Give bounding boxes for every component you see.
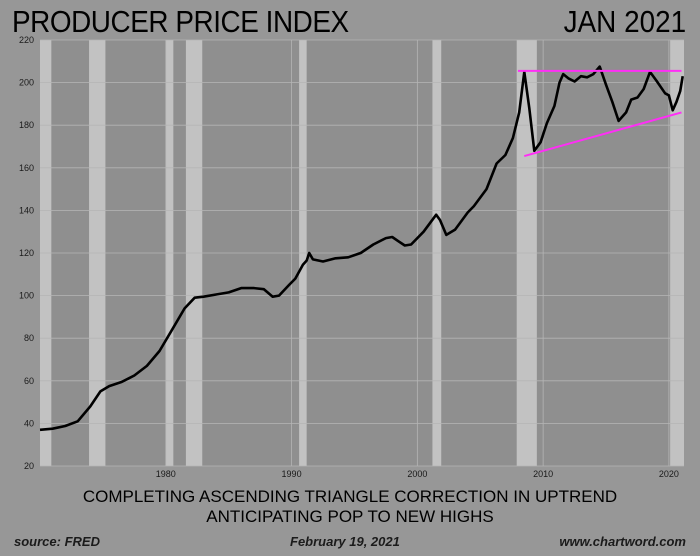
chart-date-label: JAN 2021 <box>563 4 686 39</box>
y-tick-label: 200 <box>19 78 34 88</box>
y-tick-label: 180 <box>19 120 34 130</box>
y-tick-label: 100 <box>19 291 34 301</box>
subtitle-line-2: ANTICIPATING POP TO NEW HIGHS <box>206 507 494 526</box>
ppi-series-line <box>39 65 684 432</box>
series-lines <box>39 65 684 432</box>
trendlines <box>517 69 682 158</box>
y-tick-label: 80 <box>24 333 34 343</box>
subtitle-line-1: COMPLETING ASCENDING TRIANGLE CORRECTION… <box>82 487 618 506</box>
y-tick-label: 160 <box>19 163 34 173</box>
website-label: www.chartword.com <box>559 534 686 549</box>
y-tick-label: 60 <box>24 376 34 386</box>
x-tick-label: 2010 <box>533 469 553 479</box>
x-tick-label: 2000 <box>407 469 427 479</box>
y-tick-label: 140 <box>19 205 34 215</box>
grid-lines <box>40 39 684 467</box>
y-tick-label: 120 <box>19 248 34 258</box>
chart-title: PRODUCER PRICE INDEX <box>12 4 349 39</box>
x-tick-label: 2020 <box>659 469 679 479</box>
trendline <box>523 111 682 158</box>
y-tick-label: 20 <box>24 461 34 471</box>
footer-date: February 19, 2021 <box>290 534 400 549</box>
y-tick-label: 220 <box>19 35 34 45</box>
source-label: source: FRED <box>14 534 100 549</box>
y-tick-label: 40 <box>24 418 34 428</box>
axis-labels: 20 40 60 80 100 120 140 160 180 200 220 1980 1990 200… <box>19 35 679 479</box>
x-tick-label: 1990 <box>282 469 302 479</box>
x-tick-label: 1980 <box>156 469 176 479</box>
